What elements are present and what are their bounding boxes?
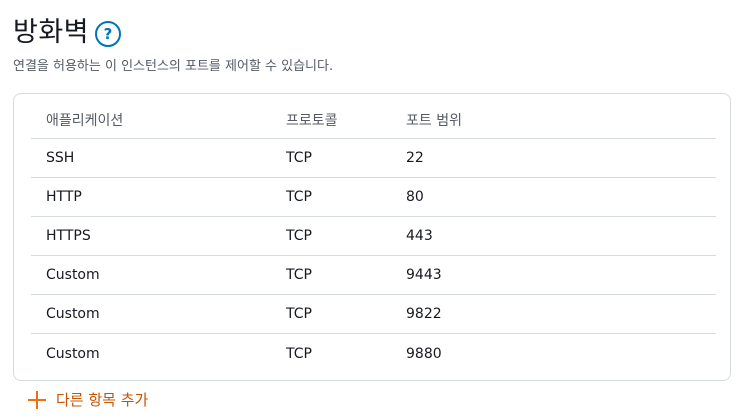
column-header-protocol: 프로토콜 (286, 113, 338, 129)
port-range-cell: 80 (406, 189, 424, 205)
port-range-cell: 9443 (406, 267, 442, 283)
table-row: HTTPS TCP 443 (31, 217, 716, 256)
add-another-item-button[interactable]: 다른 항목 추가 (28, 389, 148, 410)
application-cell: Custom (46, 267, 100, 283)
protocol-cell: TCP (286, 189, 312, 205)
help-icon[interactable]: ? (95, 21, 122, 47)
column-header-port-range: 포트 범위 (406, 113, 462, 129)
header: 방화벽 ? (13, 16, 122, 50)
firewall-rules-table: 애플리케이션 프로토콜 포트 범위 SSH TCP 22 HTTP TCP 80… (31, 102, 716, 373)
page-title: 방화벽 (13, 17, 90, 48)
table-row: Custom TCP 9880 (31, 334, 716, 373)
firewall-rules-card: 애플리케이션 프로토콜 포트 범위 SSH TCP 22 HTTP TCP 80… (13, 93, 731, 381)
port-range-cell: 9822 (406, 306, 442, 322)
protocol-cell: TCP (286, 345, 312, 362)
application-cell: SSH (46, 150, 75, 166)
protocol-cell: TCP (286, 267, 312, 283)
page-subtitle: 연결을 허용하는 이 인스턴스의 포트를 제어할 수 있습니다. (13, 59, 334, 74)
plus-icon (28, 390, 46, 409)
protocol-cell: TCP (286, 228, 312, 244)
table-row: Custom TCP 9443 (31, 256, 716, 295)
protocol-cell: TCP (286, 306, 312, 322)
protocol-cell: TCP (286, 150, 312, 166)
port-range-cell: 22 (406, 150, 424, 166)
column-header-application: 애플리케이션 (46, 113, 124, 129)
port-range-cell: 443 (406, 228, 433, 244)
application-cell: Custom (46, 306, 100, 322)
add-another-item-label: 다른 항목 추가 (56, 391, 149, 409)
application-cell: HTTP (46, 189, 82, 205)
application-cell: Custom (46, 345, 100, 362)
table-header-row: 애플리케이션 프로토콜 포트 범위 (31, 102, 716, 139)
table-row: Custom TCP 9822 (31, 295, 716, 334)
table-row: SSH TCP 22 (31, 139, 716, 178)
application-cell: HTTPS (46, 228, 91, 244)
port-range-cell: 9880 (406, 345, 442, 362)
table-row: HTTP TCP 80 (31, 178, 716, 217)
